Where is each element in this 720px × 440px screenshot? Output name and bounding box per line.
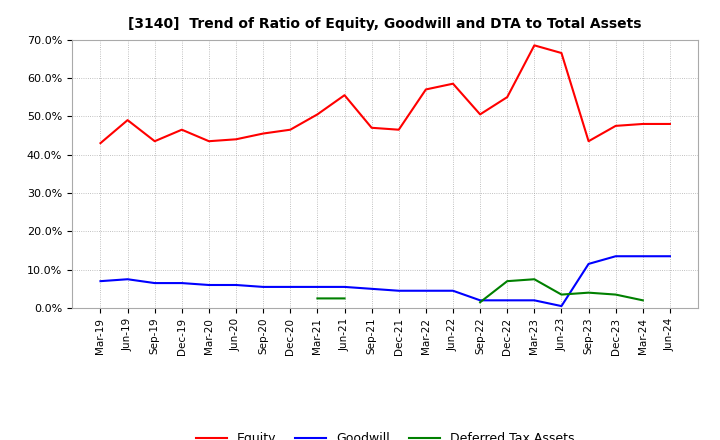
- Equity: [530, 43, 539, 48]
- Deferred Tax Assets: [341, 296, 349, 301]
- Equity: [611, 123, 620, 128]
- Equity: [341, 92, 349, 98]
- Title: [3140]  Trend of Ratio of Equity, Goodwill and DTA to Total Assets: [3140] Trend of Ratio of Equity, Goodwil…: [128, 18, 642, 32]
- Equity: [557, 50, 566, 55]
- Deferred Tax Assets: [557, 292, 566, 297]
- Goodwill: [421, 288, 430, 293]
- Equity: [232, 137, 240, 142]
- Deferred Tax Assets: [421, 298, 430, 303]
- Goodwill: [232, 282, 240, 288]
- Goodwill: [123, 277, 132, 282]
- Goodwill: [286, 284, 294, 290]
- Equity: [476, 112, 485, 117]
- Equity: [313, 112, 322, 117]
- Equity: [421, 87, 430, 92]
- Equity: [204, 139, 213, 144]
- Equity: [639, 121, 647, 127]
- Equity: [395, 127, 403, 132]
- Deferred Tax Assets: [530, 277, 539, 282]
- Goodwill: [449, 288, 457, 293]
- Deferred Tax Assets: [639, 298, 647, 303]
- Goodwill: [503, 298, 511, 303]
- Goodwill: [178, 280, 186, 286]
- Equity: [150, 139, 159, 144]
- Equity: [584, 139, 593, 144]
- Goodwill: [259, 284, 268, 290]
- Line: Equity: Equity: [101, 45, 670, 143]
- Goodwill: [584, 261, 593, 267]
- Line: Deferred Tax Assets: Deferred Tax Assets: [318, 279, 643, 302]
- Legend: Equity, Goodwill, Deferred Tax Assets: Equity, Goodwill, Deferred Tax Assets: [191, 427, 580, 440]
- Goodwill: [611, 253, 620, 259]
- Deferred Tax Assets: [313, 296, 322, 301]
- Goodwill: [557, 304, 566, 309]
- Goodwill: [665, 253, 674, 259]
- Goodwill: [313, 284, 322, 290]
- Equity: [178, 127, 186, 132]
- Equity: [123, 117, 132, 123]
- Goodwill: [204, 282, 213, 288]
- Equity: [259, 131, 268, 136]
- Deferred Tax Assets: [503, 279, 511, 284]
- Equity: [665, 121, 674, 127]
- Goodwill: [530, 298, 539, 303]
- Deferred Tax Assets: [584, 290, 593, 295]
- Equity: [286, 127, 294, 132]
- Equity: [96, 140, 105, 146]
- Equity: [503, 95, 511, 100]
- Goodwill: [639, 253, 647, 259]
- Goodwill: [395, 288, 403, 293]
- Deferred Tax Assets: [476, 300, 485, 305]
- Goodwill: [476, 298, 485, 303]
- Equity: [449, 81, 457, 86]
- Goodwill: [367, 286, 376, 291]
- Deferred Tax Assets: [611, 292, 620, 297]
- Line: Goodwill: Goodwill: [101, 256, 670, 306]
- Goodwill: [150, 280, 159, 286]
- Goodwill: [96, 279, 105, 284]
- Goodwill: [341, 284, 349, 290]
- Equity: [367, 125, 376, 130]
